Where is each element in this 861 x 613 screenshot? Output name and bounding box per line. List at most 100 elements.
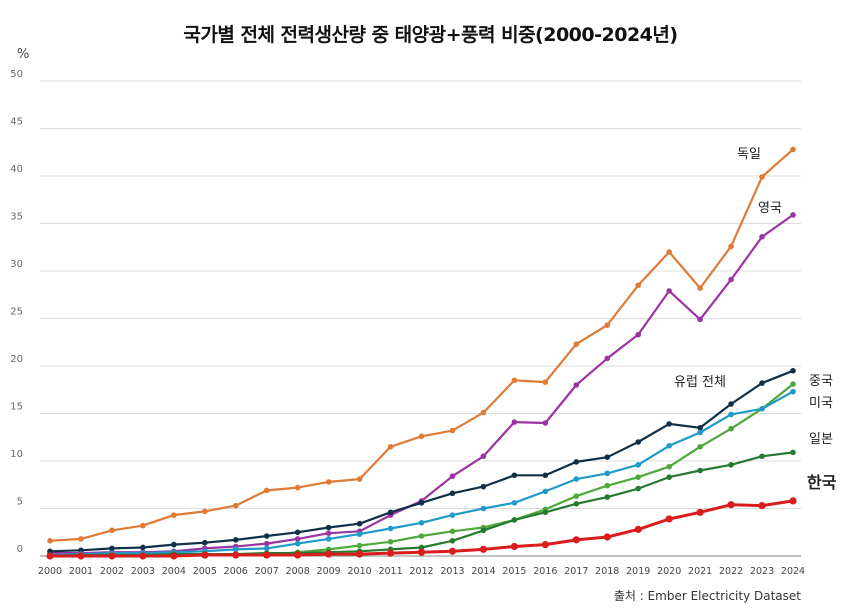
x-tick-label: 2009 — [317, 566, 341, 577]
data-point — [759, 453, 765, 460]
data-point — [449, 528, 456, 535]
data-point — [666, 249, 672, 255]
x-tick-label: 2013 — [440, 566, 464, 577]
x-tick-label: 2018 — [595, 566, 619, 577]
x-tick-label: 2020 — [657, 566, 681, 577]
data-point — [418, 544, 425, 551]
data-point — [728, 411, 734, 418]
data-point — [263, 533, 270, 539]
y-tick-label: 40 — [10, 164, 23, 175]
x-tick-label: 2002 — [100, 566, 124, 577]
x-tick-label: 2022 — [719, 566, 743, 577]
data-point — [140, 544, 146, 551]
data-point — [790, 367, 796, 374]
data-point — [573, 493, 580, 499]
series-layer — [46, 146, 797, 560]
source-note: 출처 : Ember Electricity Dataset — [613, 589, 801, 603]
series-label: 유럽 전체 — [674, 375, 726, 390]
data-point — [542, 509, 549, 516]
data-point — [325, 536, 332, 542]
data-point — [232, 546, 239, 553]
data-point — [480, 483, 487, 490]
series-label: 영국 — [758, 201, 782, 216]
data-point — [109, 527, 115, 534]
data-point — [573, 476, 580, 482]
data-point — [728, 425, 734, 432]
x-tick-label: 2024 — [781, 566, 805, 577]
data-point — [325, 530, 332, 536]
data-point — [790, 146, 796, 153]
series-한국 — [46, 497, 797, 560]
data-point — [480, 527, 487, 534]
data-point — [728, 462, 734, 468]
chart-title: 국가별 전체 전력생산량 중 태양광+풍력 비중(2000-2024년) — [183, 24, 678, 46]
data-point — [666, 288, 672, 294]
data-point — [356, 476, 363, 482]
data-point — [387, 525, 394, 532]
data-point — [294, 536, 301, 542]
data-point — [511, 500, 518, 506]
data-point — [263, 487, 270, 494]
data-point — [697, 424, 703, 431]
data-point — [139, 552, 147, 560]
data-point — [232, 551, 240, 559]
data-point — [604, 322, 611, 328]
data-point — [263, 545, 270, 552]
data-point — [542, 379, 549, 385]
data-point — [201, 508, 208, 515]
data-point — [696, 508, 704, 516]
data-point — [728, 401, 734, 407]
data-point — [542, 472, 549, 479]
data-point — [263, 551, 271, 559]
series-label: 한국 — [807, 473, 837, 492]
data-point — [572, 536, 580, 544]
y-tick-label: 50 — [10, 69, 23, 80]
data-point — [758, 502, 766, 510]
data-point — [108, 552, 116, 560]
series-label: 미국 — [809, 396, 833, 411]
data-point — [387, 509, 394, 516]
x-tick-label: 2011 — [378, 566, 402, 577]
data-point — [573, 341, 580, 347]
data-point — [697, 285, 703, 291]
data-point — [511, 377, 518, 384]
data-point — [449, 473, 456, 480]
data-point — [604, 454, 611, 461]
data-point — [386, 549, 395, 557]
data-point — [417, 548, 426, 556]
data-point — [356, 520, 363, 527]
data-point — [511, 517, 518, 523]
series-label: 중국 — [809, 374, 833, 389]
data-point — [697, 429, 703, 436]
data-point — [418, 433, 425, 440]
data-point — [510, 542, 518, 551]
data-point — [790, 388, 796, 395]
data-point — [448, 547, 457, 555]
data-point — [573, 459, 580, 465]
data-point — [78, 536, 84, 542]
data-point — [387, 443, 394, 450]
data-point — [759, 234, 765, 240]
axis-layer: % 0 5 10 15 20 25 30 35 40 45 50 2000 2001 2002 2003 200… — [10, 47, 805, 577]
data-point — [387, 538, 394, 545]
x-tick-label: 2021 — [688, 566, 712, 577]
data-point — [635, 474, 642, 480]
x-tick-label: 2016 — [533, 566, 557, 577]
data-point — [666, 463, 672, 470]
x-tick-label: 2003 — [131, 566, 155, 577]
data-point — [635, 462, 642, 468]
data-point — [759, 380, 765, 386]
data-point — [201, 539, 208, 546]
data-point — [140, 522, 146, 529]
data-point — [171, 512, 177, 518]
data-point — [604, 355, 611, 362]
data-point — [479, 545, 488, 553]
data-point — [635, 439, 642, 445]
data-point — [604, 470, 611, 477]
grid-layer — [40, 80, 801, 557]
data-point — [449, 427, 456, 434]
data-point — [356, 531, 363, 537]
data-point — [604, 482, 611, 489]
data-point — [294, 484, 301, 491]
